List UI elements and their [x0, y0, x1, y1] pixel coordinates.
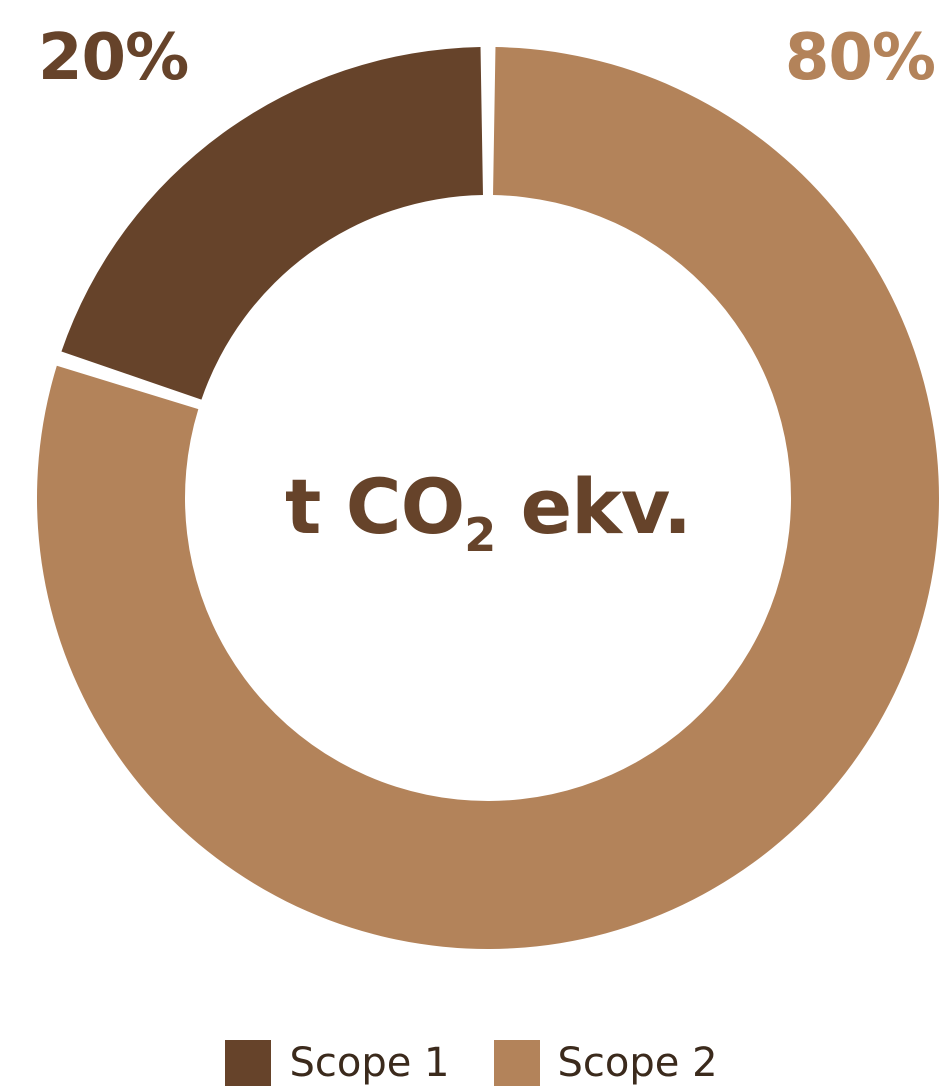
- legend: Scope 1 Scope 2: [0, 1040, 943, 1086]
- legend-label-scope2: Scope 2: [557, 1040, 718, 1086]
- legend-swatch-scope2: [493, 1040, 540, 1086]
- scope2-percent-label: 80%: [784, 21, 936, 95]
- center-unit-label: t CO2 ekv.: [188, 462, 788, 558]
- center-label-main: t CO: [285, 462, 465, 551]
- donut-slice-scope-2[interactable]: [36, 47, 939, 950]
- legend-label-scope1: Scope 1: [289, 1040, 450, 1086]
- center-label-suffix: ekv.: [495, 462, 692, 551]
- donut-slice-scope-1[interactable]: [61, 47, 483, 400]
- legend-item-scope1[interactable]: Scope 1: [225, 1040, 450, 1086]
- legend-swatch-scope1: [225, 1040, 272, 1086]
- center-label-subscript: 2: [464, 508, 496, 562]
- scope1-percent-label: 20%: [38, 21, 189, 95]
- legend-item-scope2[interactable]: Scope 2: [493, 1040, 718, 1086]
